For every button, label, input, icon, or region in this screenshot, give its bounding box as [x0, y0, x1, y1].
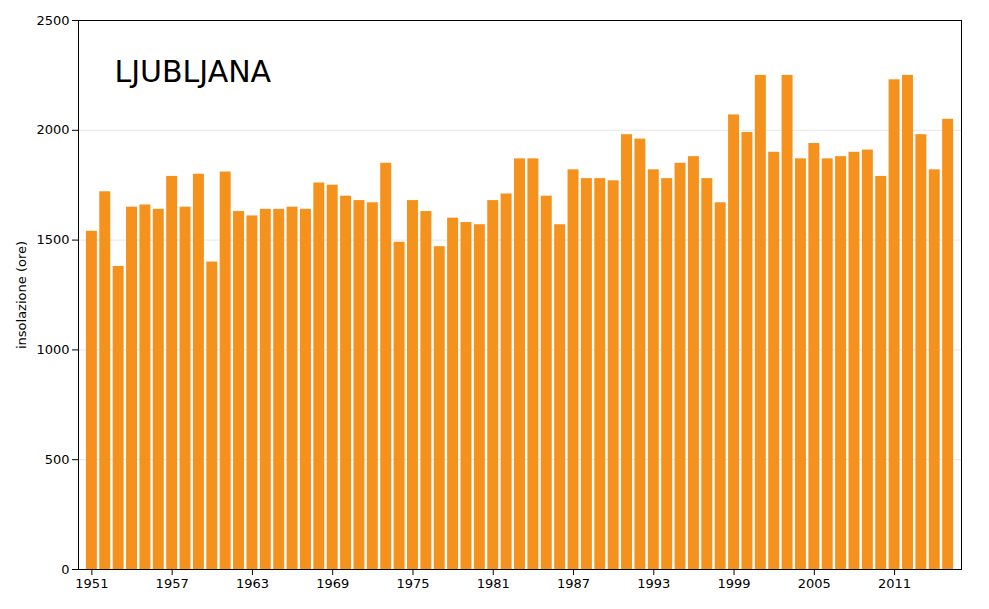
svg-text:500: 500 — [45, 452, 70, 467]
svg-text:1981: 1981 — [477, 576, 510, 591]
svg-text:2011: 2011 — [878, 576, 911, 591]
svg-text:1000: 1000 — [36, 342, 69, 357]
svg-text:2000: 2000 — [36, 122, 69, 137]
svg-text:2500: 2500 — [36, 13, 69, 28]
svg-text:1957: 1957 — [156, 576, 189, 591]
svg-text:insolazione (ore): insolazione (ore) — [14, 241, 29, 349]
svg-text:1963: 1963 — [236, 576, 269, 591]
svg-text:2005: 2005 — [798, 576, 831, 591]
svg-text:0: 0 — [61, 562, 69, 577]
svg-text:1969: 1969 — [316, 576, 349, 591]
svg-text:1999: 1999 — [718, 576, 751, 591]
svg-text:1987: 1987 — [557, 576, 590, 591]
svg-text:1975: 1975 — [396, 576, 429, 591]
svg-text:LJUBLJANA: LJUBLJANA — [115, 54, 272, 89]
svg-text:1500: 1500 — [36, 232, 69, 247]
svg-text:1951: 1951 — [75, 576, 108, 591]
svg-text:1993: 1993 — [637, 576, 670, 591]
